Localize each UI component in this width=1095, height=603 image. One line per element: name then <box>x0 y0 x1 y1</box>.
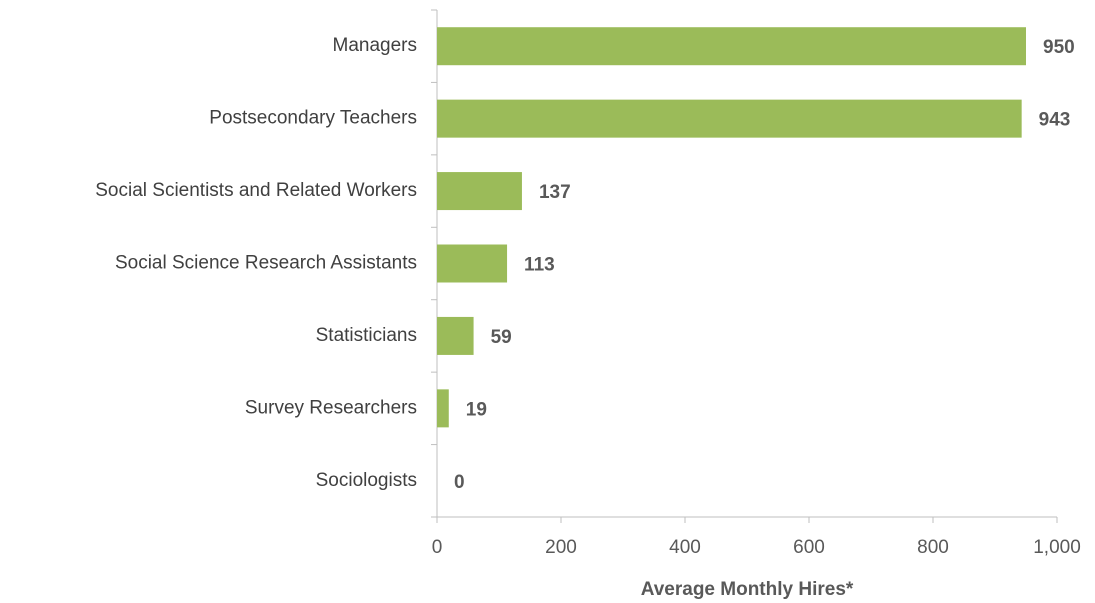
value-label: 950 <box>1043 37 1075 58</box>
y-tick-label: Managers <box>333 35 418 56</box>
bar <box>437 244 508 283</box>
value-label: 59 <box>491 327 512 348</box>
x-tick-label: 600 <box>793 537 825 558</box>
value-label: 19 <box>466 399 487 420</box>
x-tick-label: 0 <box>432 537 443 558</box>
value-label: 0 <box>454 472 465 493</box>
y-tick-label: Social Science Research Assistants <box>115 253 417 274</box>
bar <box>437 172 522 211</box>
x-tick-label: 800 <box>917 537 949 558</box>
value-label: 137 <box>539 182 571 203</box>
x-tick-label: 400 <box>669 537 701 558</box>
value-label: 113 <box>524 255 555 276</box>
x-axis-title: Average Monthly Hires* <box>641 579 854 600</box>
y-tick-label: Postsecondary Teachers <box>209 108 417 129</box>
y-tick-label: Survey Researchers <box>245 397 417 418</box>
bar <box>437 316 474 355</box>
bar <box>437 27 1026 66</box>
x-tick-label: 200 <box>545 537 577 558</box>
y-tick-label: Social Scientists and Related Workers <box>95 180 417 201</box>
y-tick-label: Sociologists <box>316 470 417 491</box>
bar <box>437 99 1022 138</box>
bar <box>437 389 449 428</box>
value-label: 943 <box>1039 110 1071 131</box>
y-tick-label: Statisticians <box>316 325 417 346</box>
x-tick-label: 1,000 <box>1033 537 1081 558</box>
